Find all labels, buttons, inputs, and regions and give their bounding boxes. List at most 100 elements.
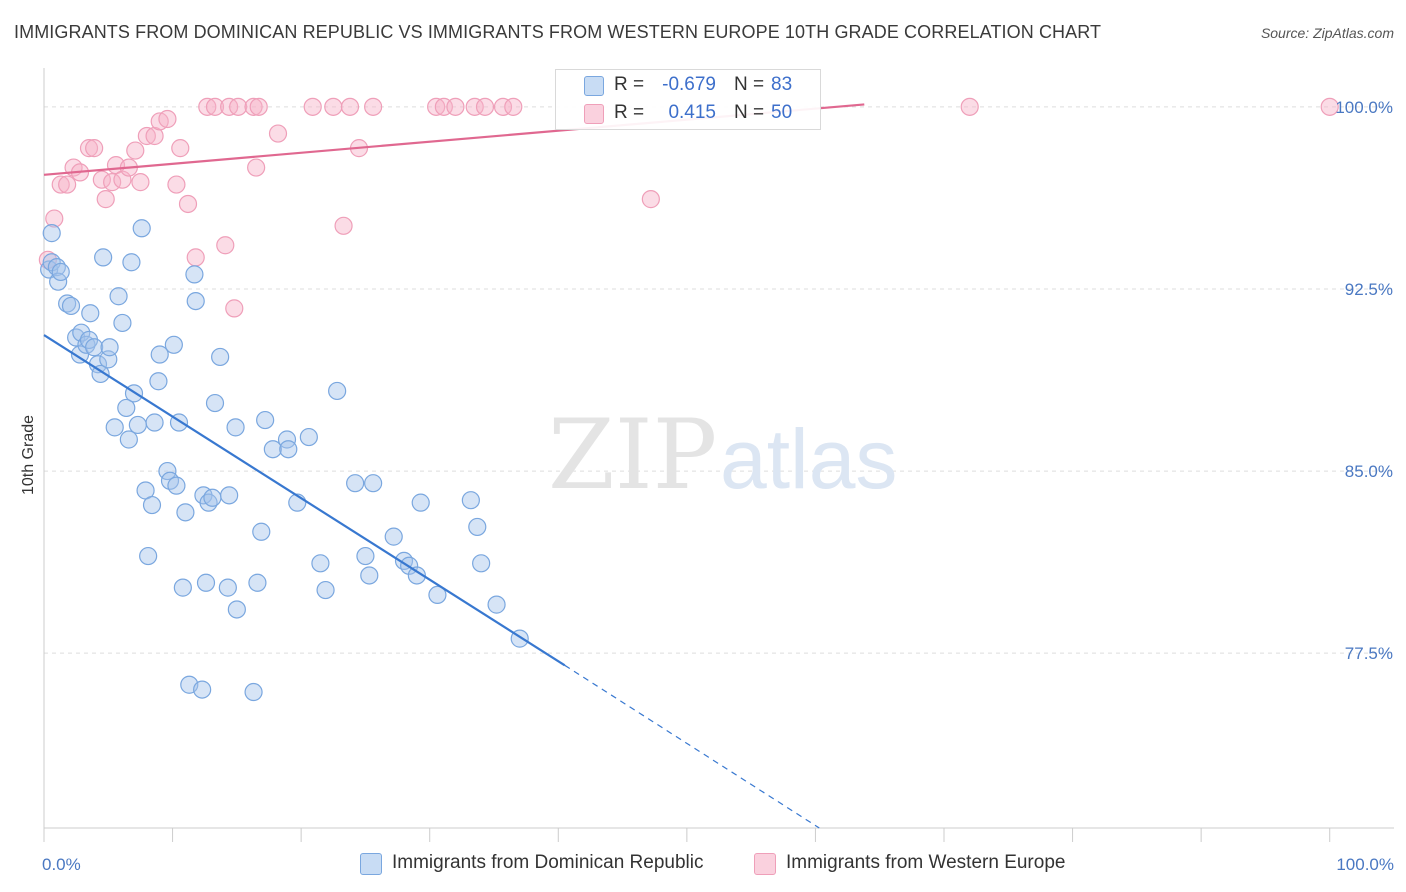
point-dominican-republic (248, 573, 267, 592)
point-western-europe (178, 194, 198, 214)
legend-swatch-blue (584, 76, 604, 96)
point-dominican-republic (128, 415, 147, 435)
point-dominican-republic (91, 364, 110, 384)
legend-n-label: N = (734, 102, 765, 123)
point-western-europe (427, 97, 446, 116)
point-dominican-republic (196, 573, 216, 592)
legend-r-value: -0.679 (662, 74, 716, 95)
point-dominican-republic (205, 393, 225, 413)
point-dominican-republic (328, 381, 347, 401)
point-dominican-republic (149, 372, 168, 391)
point-dominican-republic (105, 418, 124, 437)
point-western-europe (493, 97, 513, 116)
point-western-europe (131, 173, 150, 192)
legend-label-dominican: Immigrants from Dominican Republic (392, 852, 704, 873)
point-dominican-republic (109, 287, 128, 306)
point-dominican-republic (356, 546, 375, 566)
point-western-europe (641, 190, 660, 209)
legend-r-value: 0.415 (668, 102, 716, 123)
point-western-europe (45, 209, 64, 228)
point-dominican-republic (203, 488, 222, 507)
point-western-europe (1320, 97, 1339, 116)
point-dominican-republic (132, 219, 151, 238)
legend-r-label: R = (614, 74, 645, 95)
y-tick-label: 77.5% (1345, 644, 1393, 663)
point-western-europe (446, 97, 465, 116)
point-dominican-republic (211, 347, 230, 367)
point-dominican-republic (277, 430, 297, 449)
point-dominican-republic (252, 522, 271, 541)
series-western-europe (38, 97, 1339, 318)
point-western-europe (186, 248, 205, 267)
legend-swatch-blue (360, 853, 382, 875)
point-western-europe (475, 97, 495, 116)
chart-title: IMMIGRANTS FROM DOMINICAN REPUBLIC VS IM… (14, 22, 1102, 42)
point-dominican-republic (364, 474, 383, 493)
source-label: Source: ZipAtlas.com (1260, 25, 1394, 41)
point-dominican-republic (176, 503, 195, 522)
point-dominican-republic (346, 474, 365, 493)
point-western-europe (58, 175, 77, 194)
point-dominican-republic (263, 440, 282, 459)
point-western-europe (225, 299, 244, 318)
point-western-europe (158, 109, 177, 129)
point-dominican-republic (461, 491, 480, 510)
point-western-europe (340, 97, 360, 116)
point-dominican-republic (428, 585, 447, 605)
point-dominican-republic (150, 345, 169, 364)
legend-label-western-europe: Immigrants from Western Europe (786, 852, 1066, 873)
point-dominican-republic (142, 495, 162, 515)
point-dominican-republic (70, 345, 90, 364)
point-western-europe (364, 97, 383, 116)
point-dominican-republic (81, 304, 100, 323)
point-dominican-republic (173, 578, 192, 597)
correlation-legend: R = -0.679 N = 83 R = 0.415 N = 50 (555, 69, 821, 130)
point-western-europe (334, 216, 353, 235)
point-dominican-republic (100, 338, 119, 357)
point-dominican-republic (407, 566, 426, 585)
point-dominican-republic (244, 682, 263, 702)
point-dominican-republic (360, 566, 379, 585)
point-dominican-republic (411, 493, 430, 512)
watermark: ZIP atlas (548, 399, 897, 511)
watermark-zip: ZIP (548, 399, 717, 511)
point-dominican-republic (487, 595, 506, 614)
point-dominican-republic (185, 265, 204, 284)
point-western-europe (126, 141, 145, 160)
y-tick-label: 92.5% (1345, 280, 1393, 299)
x-tick-labels: 0.0% 100.0% (42, 855, 1394, 874)
grid-lines (44, 106, 1394, 654)
legend-row-western-europe: R = 0.415 N = 50 (556, 101, 820, 129)
y-tick-label: 85.0% (1345, 462, 1393, 481)
point-dominican-republic (227, 600, 246, 619)
point-dominican-republic (226, 418, 245, 437)
legend-n-value: 50 (771, 102, 793, 123)
point-western-europe (167, 175, 186, 194)
point-western-europe (229, 97, 248, 116)
point-dominican-republic (220, 486, 239, 505)
point-western-europe (249, 97, 268, 116)
trend-line-dominican-extension (564, 664, 820, 829)
y-tick-label: 100.0% (1335, 98, 1393, 117)
point-western-europe (216, 236, 235, 255)
trend-line-dominican (43, 334, 566, 667)
point-dominican-republic (164, 335, 183, 354)
legend-row-dominican: R = -0.679 N = 83 (556, 73, 820, 101)
point-western-europe (268, 124, 288, 143)
axes (43, 68, 1394, 842)
x-tick-label: 0.0% (42, 855, 81, 874)
point-western-europe (51, 175, 70, 194)
point-dominican-republic (122, 253, 141, 272)
point-western-europe (96, 190, 115, 209)
point-dominican-republic (193, 680, 212, 699)
point-dominican-republic (42, 224, 61, 243)
legend-n-label: N = (734, 74, 765, 95)
point-dominican-republic (51, 262, 70, 282)
point-dominican-republic (117, 398, 136, 418)
point-western-europe (303, 97, 322, 116)
point-dominican-republic (472, 554, 491, 573)
point-dominican-republic (468, 517, 487, 537)
point-western-europe (244, 97, 263, 116)
point-western-europe (324, 97, 343, 116)
